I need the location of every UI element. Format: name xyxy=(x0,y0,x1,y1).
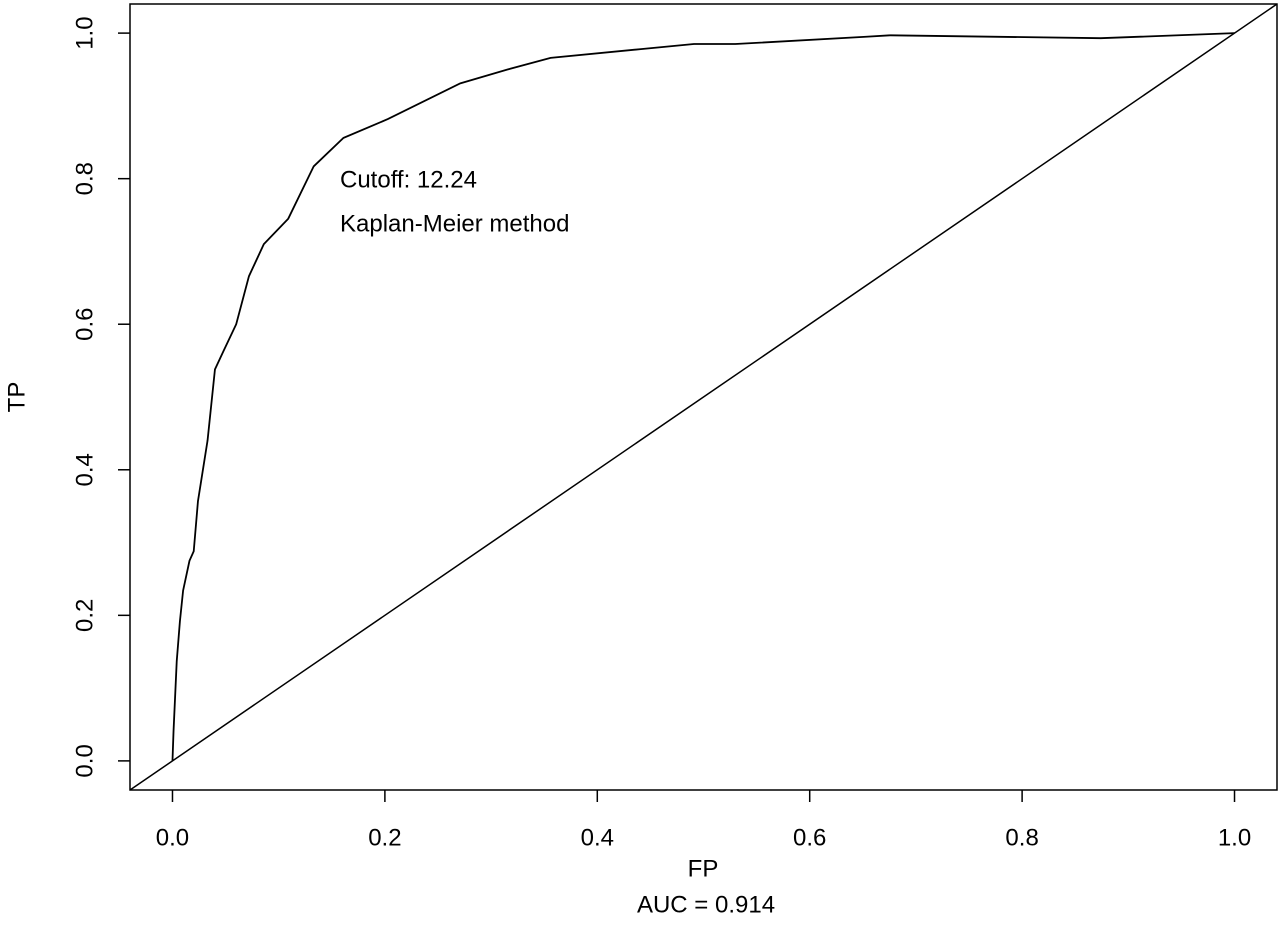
x-tick-label: 0.0 xyxy=(156,824,189,851)
y-tick-label: 1.0 xyxy=(71,16,98,49)
x-tick-label: 1.0 xyxy=(1218,824,1251,851)
reference-line xyxy=(129,3,1278,791)
roc-curve xyxy=(171,32,1235,761)
y-axis-label: TP xyxy=(3,382,30,413)
x-axis-label: FP xyxy=(688,855,719,882)
y-tick-label: 0.0 xyxy=(71,744,98,777)
x-tick-label: 0.6 xyxy=(793,824,826,851)
x-tick-label: 0.4 xyxy=(581,824,614,851)
annotation: Kaplan-Meier method xyxy=(340,210,569,237)
y-tick-label: 0.6 xyxy=(71,308,98,341)
y-tick-label: 0.4 xyxy=(71,453,98,486)
plot-frame xyxy=(129,3,1278,791)
x-tick-label: 0.2 xyxy=(368,824,401,851)
x-tick-label: 0.8 xyxy=(1005,824,1038,851)
annotation: Cutoff: 12.24 xyxy=(340,166,477,193)
subtitle: AUC = 0.914 xyxy=(637,891,775,918)
y-tick-label: 0.8 xyxy=(71,162,98,195)
y-tick-label: 0.2 xyxy=(71,599,98,632)
